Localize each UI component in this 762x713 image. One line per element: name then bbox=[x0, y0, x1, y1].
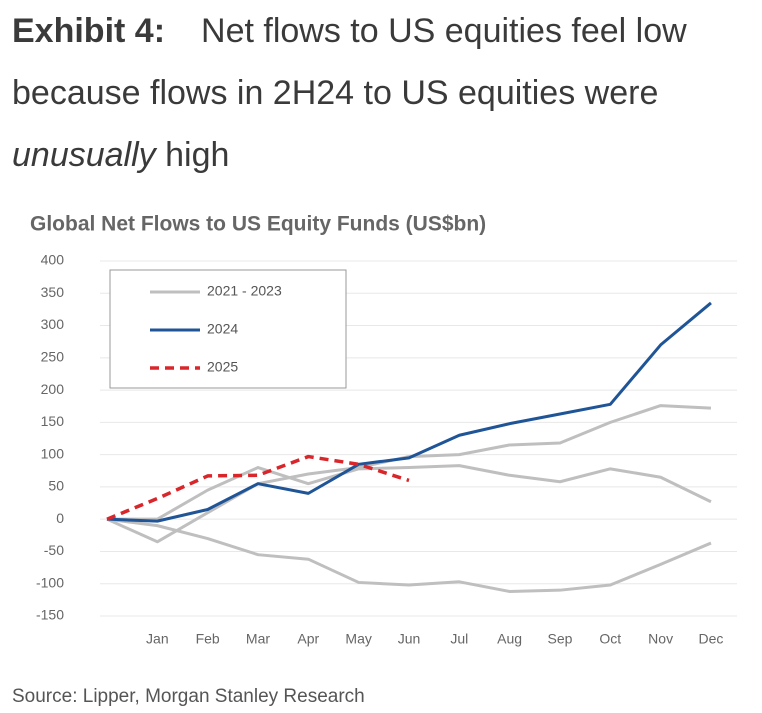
x-tick-label: Aug bbox=[497, 631, 522, 647]
exhibit-label: Exhibit 4: bbox=[12, 12, 166, 50]
legend-label: 2025 bbox=[207, 359, 238, 375]
y-tick-label: 200 bbox=[41, 381, 65, 397]
legend-label: 2021 - 2023 bbox=[207, 283, 282, 299]
y-tick-label: -150 bbox=[36, 607, 64, 623]
x-tick-label: Nov bbox=[648, 631, 673, 647]
title-text: high bbox=[155, 136, 230, 174]
x-tick-label: Apr bbox=[297, 631, 319, 647]
y-tick-label: 350 bbox=[41, 284, 65, 300]
legend-label: 2024 bbox=[207, 321, 238, 337]
x-tick-label: Mar bbox=[246, 631, 270, 647]
y-tick-label: 250 bbox=[41, 349, 65, 365]
source: Source: Lipper, Morgan Stanley Research bbox=[12, 686, 365, 707]
y-tick-label: 300 bbox=[41, 316, 65, 332]
heading: Exhibit 4: Net flows to US equities feel … bbox=[12, 0, 757, 186]
x-tick-label: Dec bbox=[699, 631, 724, 647]
series-line bbox=[107, 464, 712, 521]
x-tick-label: Sep bbox=[548, 631, 573, 647]
y-tick-label: 150 bbox=[41, 413, 65, 429]
y-tick-label: 400 bbox=[41, 252, 65, 268]
y-tick-label: -50 bbox=[44, 542, 64, 558]
y-tick-label: 0 bbox=[56, 510, 64, 526]
x-tick-label: Oct bbox=[599, 631, 621, 647]
legend-box bbox=[109, 269, 347, 389]
x-tick-label: Jan bbox=[146, 631, 169, 647]
title-text: Net flows to US equities feel low becaus… bbox=[12, 12, 687, 112]
x-tick-label: Jun bbox=[398, 631, 421, 647]
series-line bbox=[106, 517, 712, 593]
title-emphasis: unusually bbox=[12, 136, 156, 174]
x-tick-label: May bbox=[345, 631, 371, 647]
y-tick-label: 50 bbox=[48, 478, 64, 494]
chart-title: Global Net Flows to US Equity Funds (US$… bbox=[30, 213, 486, 236]
series-line bbox=[106, 404, 712, 544]
y-tick-label: 100 bbox=[41, 445, 65, 461]
x-tick-label: Jul bbox=[450, 631, 468, 647]
x-tick-label: Feb bbox=[196, 631, 220, 647]
series-line bbox=[106, 301, 712, 523]
y-tick-label: -100 bbox=[36, 574, 64, 590]
